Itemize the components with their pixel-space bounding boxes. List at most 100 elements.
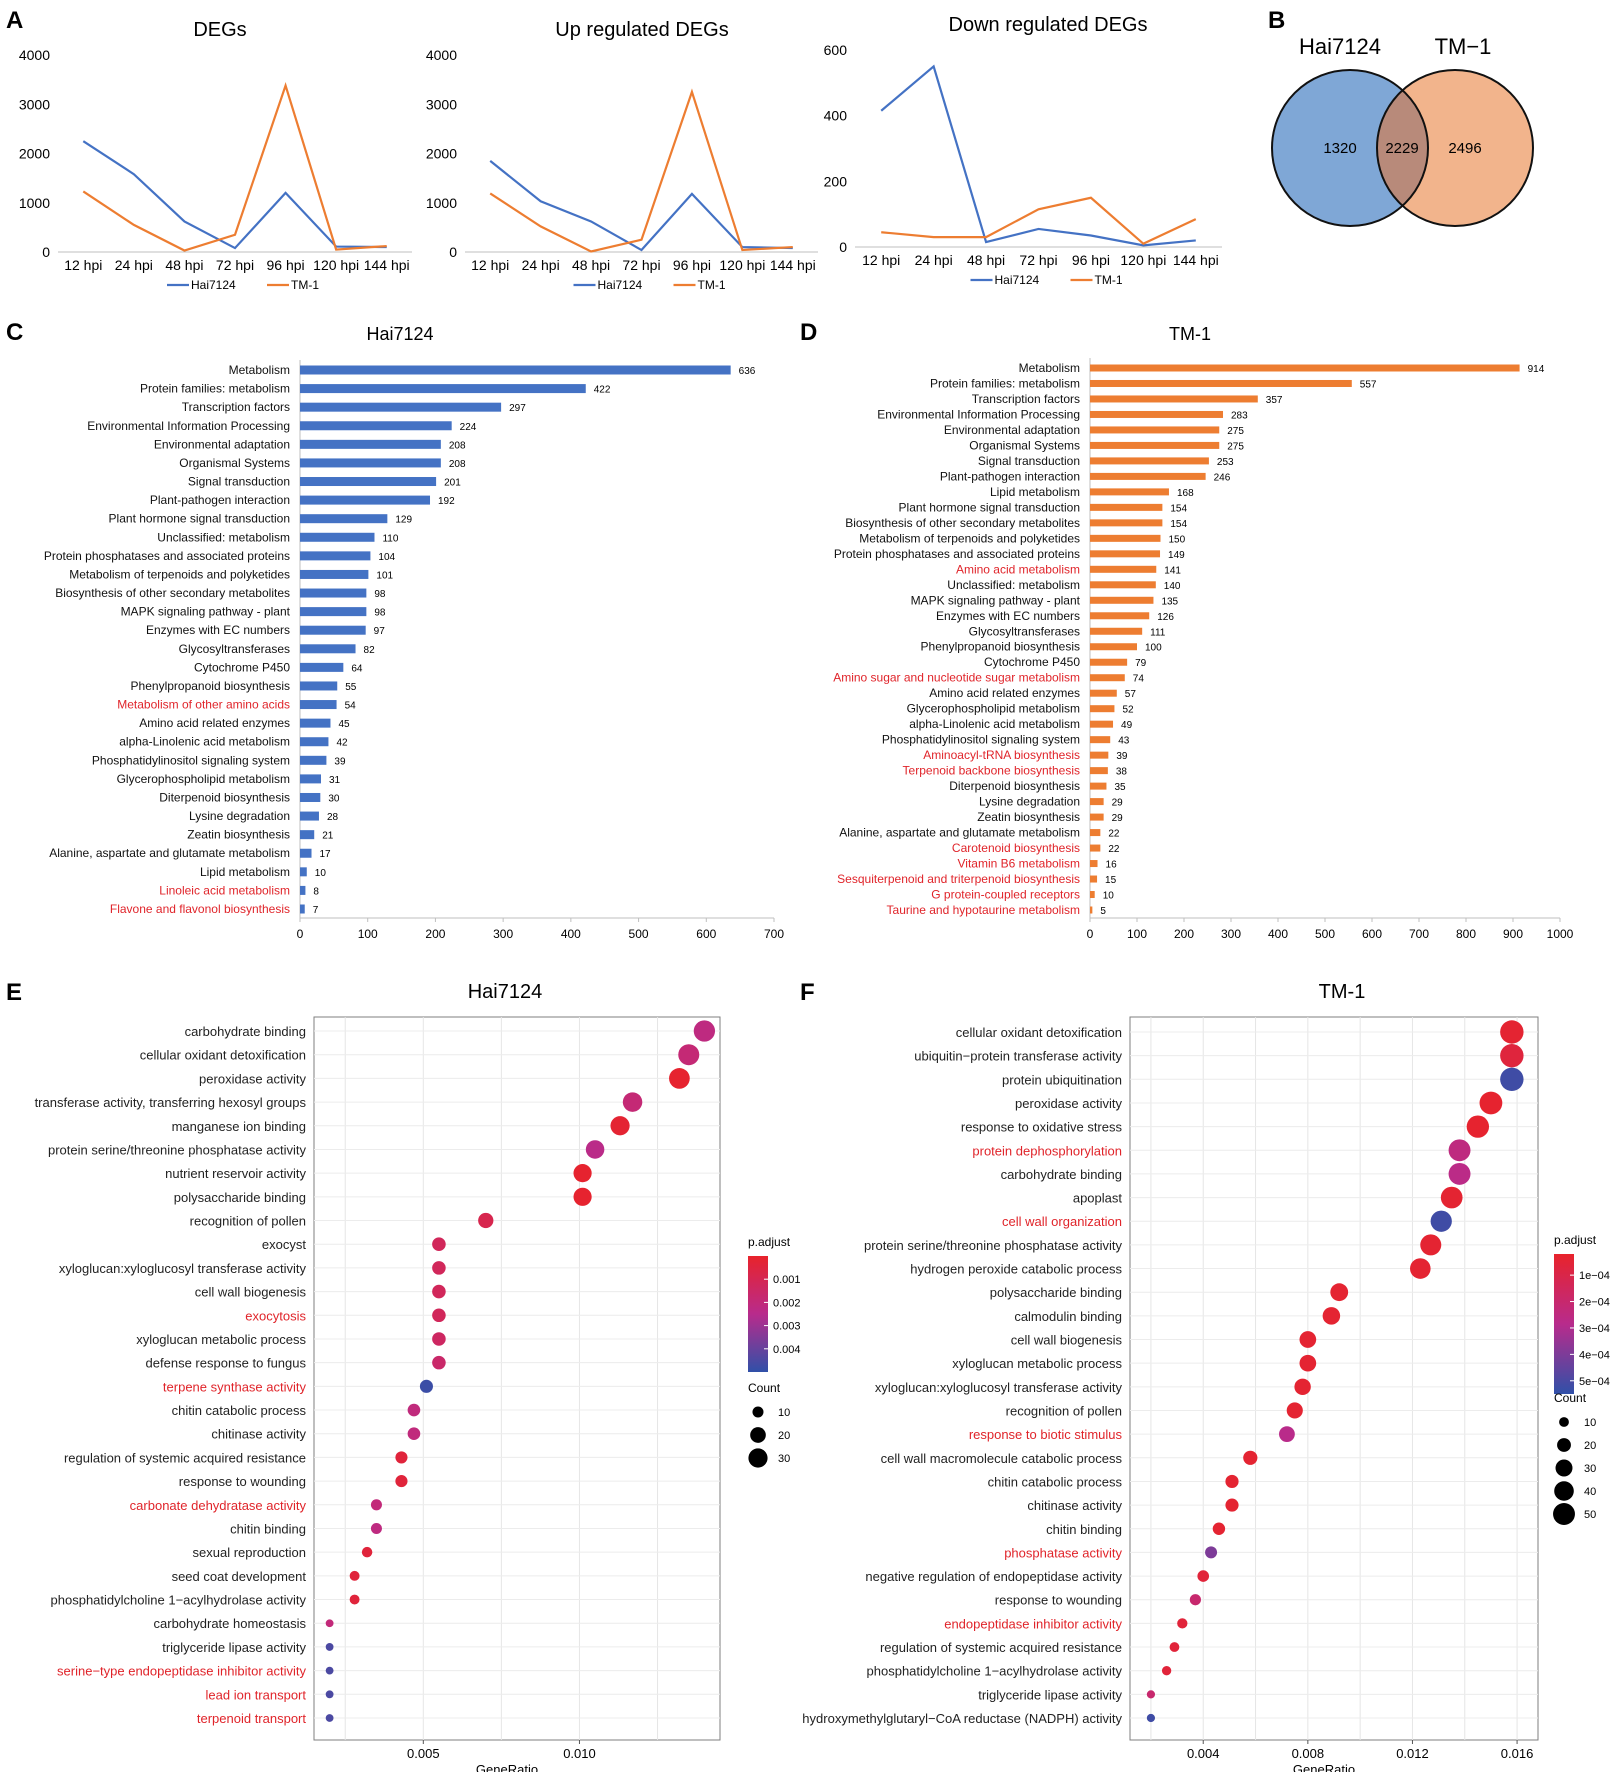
term-label: calmodulin binding <box>1014 1309 1122 1324</box>
bar-value-label: 224 <box>460 422 477 433</box>
y-tick-label: 0 <box>42 244 50 260</box>
dot <box>478 1212 494 1229</box>
dot <box>669 1068 690 1089</box>
bar-value-label: 111 <box>1150 627 1166 638</box>
dot <box>1466 1115 1490 1138</box>
bar <box>1090 581 1156 589</box>
bar-label: Enzymes with EC numbers <box>936 609 1080 623</box>
venn-label-tm1: TM−1 <box>1435 34 1492 59</box>
dot <box>407 1427 421 1441</box>
dot <box>1430 1210 1452 1232</box>
dot <box>407 1403 421 1417</box>
y-tick-label: 600 <box>824 42 848 58</box>
term-label: seed coat development <box>172 1569 307 1584</box>
bar <box>300 421 452 431</box>
x-tick-label: 200 <box>425 927 445 941</box>
bar-label: MAPK signaling pathway - plant <box>121 605 291 619</box>
bar-value-label: 110 <box>382 533 398 544</box>
dot <box>610 1116 630 1136</box>
y-tick-label: 3000 <box>426 96 457 112</box>
x-tick-label: 0.008 <box>1292 1746 1325 1761</box>
bar-value-label: 168 <box>1177 488 1194 499</box>
size-legend-dot <box>1557 1438 1571 1452</box>
bar-chart-c: Hai7124 0 100 200 300 400 500 600 700 Metabolism 6… <box>44 324 785 941</box>
x-tick-label: 400 <box>561 927 581 941</box>
bar <box>1090 658 1128 666</box>
size-legend-label: 20 <box>1584 1440 1596 1452</box>
size-legend-dot <box>750 1427 766 1443</box>
bar-value-label: 21 <box>322 831 334 842</box>
color-legend-title: p.adjust <box>748 1235 791 1249</box>
bar <box>1090 565 1157 573</box>
x-tick-label: 100 <box>358 927 378 941</box>
bar <box>1090 519 1163 527</box>
dot-plot-f: TM-1 0.004 0.008 0.012 0.016 GeneRatio cellula… <box>802 981 1610 1772</box>
bar-label: Phosphatidylinositol signaling system <box>92 753 290 767</box>
x-tick-label: 120 hpi <box>719 257 765 273</box>
dot <box>432 1308 446 1323</box>
bar-value-label: 636 <box>739 366 756 377</box>
size-legend-dot <box>1559 1417 1569 1427</box>
bar-label: Cytochrome P450 <box>194 660 290 674</box>
bar-value-label: 154 <box>1170 519 1187 530</box>
bar-label: Phenylpropanoid biosynthesis <box>131 679 290 693</box>
x-tick-label: 600 <box>696 927 716 941</box>
bar-label: Unclassified: metabolism <box>157 530 290 544</box>
bar-value-label: 914 <box>1528 364 1545 375</box>
bar-label: Organismal Systems <box>179 456 290 470</box>
bar-label: Amino sugar and nucleotide sugar metabol… <box>833 671 1080 685</box>
color-legend-label: 4e−04 <box>1579 1349 1610 1361</box>
x-tick-label: 800 <box>1456 927 1476 941</box>
panel-letter-d: D <box>800 319 817 346</box>
bar <box>300 607 367 617</box>
bar <box>1090 596 1154 604</box>
bar-value-label: 129 <box>395 515 412 526</box>
y-tick-label: 400 <box>824 108 848 124</box>
size-legend-dot <box>1555 1459 1573 1477</box>
bar-value-label: 208 <box>449 440 466 451</box>
dot <box>370 1499 382 1511</box>
bar-value-label: 357 <box>1266 395 1283 406</box>
dot <box>1212 1522 1226 1535</box>
bar-value-label: 55 <box>345 682 357 693</box>
dot <box>432 1261 446 1275</box>
bar-label: Metabolism of terpenoids and polyketides <box>859 531 1080 545</box>
bar-value-label: 141 <box>1164 565 1181 576</box>
bar <box>300 848 312 858</box>
series-line-tm1 <box>82 81 387 252</box>
dot <box>1479 1091 1503 1115</box>
dot <box>361 1546 373 1558</box>
panel-letter-f: F <box>800 979 815 1006</box>
dot-plot-e: Hai7124 0.005 0.010 GeneRatio carbohydrate b… <box>35 981 801 1772</box>
dot <box>1299 1354 1317 1372</box>
x-tick-label: 100 <box>1127 927 1147 941</box>
venn-label-hai7124: Hai7124 <box>1299 34 1381 59</box>
bar-value-label: 30 <box>328 793 340 804</box>
x-tick-label: 48 hpi <box>572 257 610 273</box>
bar-value-label: 39 <box>1116 751 1128 762</box>
bar-value-label: 246 <box>1214 472 1231 483</box>
bar <box>1090 751 1109 759</box>
dot <box>1448 1162 1471 1185</box>
bar-label: Signal transduction <box>978 454 1080 468</box>
bar-label: G protein-coupled receptors <box>931 888 1080 902</box>
x-tick-label: 0 <box>297 927 304 941</box>
bar-label: Glycerophospholipid metabolism <box>117 772 290 786</box>
bar-chart-d: TM-1 0 100 200 300 400 500 600 700 800 900 1000 Meta… <box>833 324 1573 941</box>
color-legend-label: 1e−04 <box>1579 1270 1610 1282</box>
bar-value-label: 79 <box>1135 658 1147 669</box>
bar-label: Signal transduction <box>188 475 290 489</box>
bar <box>300 755 327 765</box>
bar <box>300 384 586 394</box>
color-legend-label: 3e−04 <box>1579 1323 1610 1335</box>
bar-value-label: 16 <box>1106 860 1118 871</box>
venn-outline-tm1 <box>1376 69 1534 227</box>
color-legend-label: 0.004 <box>773 1344 801 1356</box>
bar-label: Cytochrome P450 <box>984 655 1080 669</box>
bar <box>300 514 388 524</box>
size-legend-dot <box>752 1406 764 1418</box>
bar <box>1090 472 1206 480</box>
bar-label: Phosphatidylinositol signaling system <box>882 733 1080 747</box>
chart-title: Up regulated DEGs <box>555 19 728 41</box>
